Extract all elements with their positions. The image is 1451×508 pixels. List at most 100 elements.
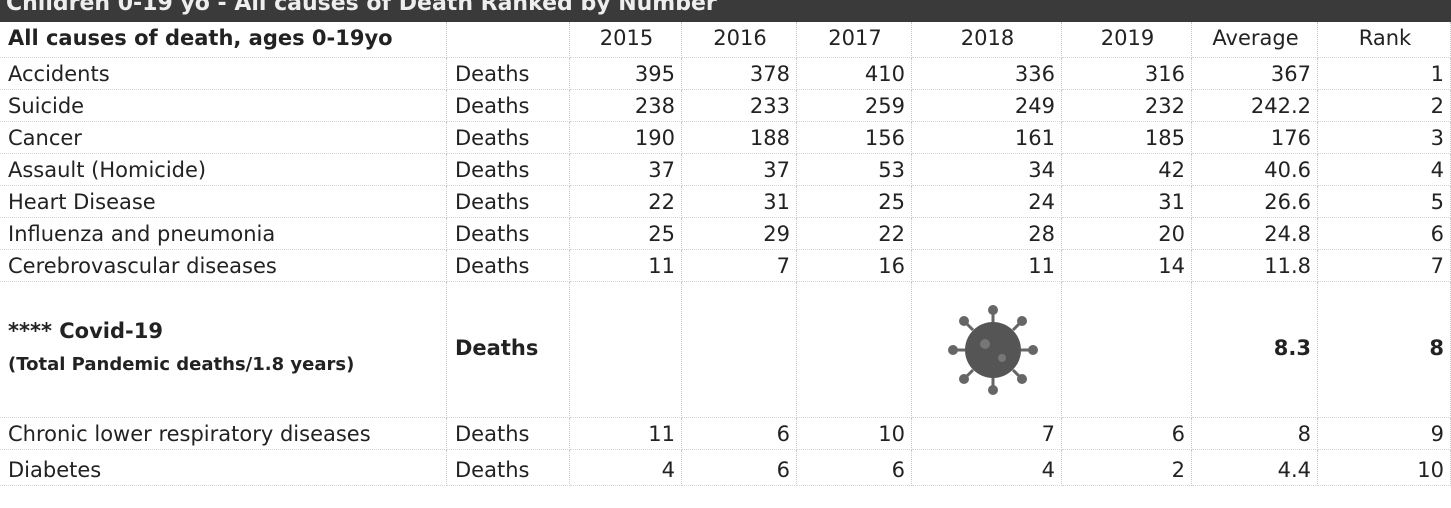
average-cell: 24.8 xyxy=(1192,218,1318,250)
value-cell: 11 xyxy=(570,250,682,282)
value-cell: 7 xyxy=(682,250,797,282)
value-cell: 4 xyxy=(912,450,1062,486)
value-cell: 25 xyxy=(570,218,682,250)
row-unit: Deaths xyxy=(447,58,570,90)
row-unit: Deaths xyxy=(447,250,570,282)
value-cell xyxy=(912,282,1062,418)
average-cell: 8.3 xyxy=(1192,282,1318,418)
row-unit: Deaths xyxy=(447,90,570,122)
rank-cell: 4 xyxy=(1318,154,1451,186)
rank-cell: 10 xyxy=(1318,450,1451,486)
header-column: Average xyxy=(1192,22,1318,58)
value-cell: 249 xyxy=(912,90,1062,122)
value-cell: 6 xyxy=(797,450,912,486)
average-cell: 176 xyxy=(1192,122,1318,154)
average-cell: 242.2 xyxy=(1192,90,1318,122)
value-cell: 188 xyxy=(682,122,797,154)
rank-cell: 7 xyxy=(1318,250,1451,282)
value-cell: 11 xyxy=(912,250,1062,282)
row-unit: Deaths xyxy=(447,450,570,486)
value-cell: 29 xyxy=(682,218,797,250)
value-cell: 6 xyxy=(1062,418,1192,450)
rank-cell: 2 xyxy=(1318,90,1451,122)
value-cell: 6 xyxy=(682,450,797,486)
value-cell: 259 xyxy=(797,90,912,122)
table-title: Children 0-19 yo - All causes of Death R… xyxy=(0,0,1451,22)
row-label-line: Suicide xyxy=(8,94,85,118)
header-column: Rank xyxy=(1318,22,1451,58)
value-cell: 190 xyxy=(570,122,682,154)
rank-cell: 5 xyxy=(1318,186,1451,218)
value-cell: 161 xyxy=(912,122,1062,154)
value-cell: 233 xyxy=(682,90,797,122)
header-empty xyxy=(447,22,570,58)
row-label: Heart Disease xyxy=(0,186,447,218)
value-cell: 6 xyxy=(682,418,797,450)
header-column: 2019 xyxy=(1062,22,1192,58)
average-cell: 4.4 xyxy=(1192,450,1318,486)
value-cell: 42 xyxy=(1062,154,1192,186)
value-cell xyxy=(797,282,912,418)
value-cell: 336 xyxy=(912,58,1062,90)
value-cell xyxy=(570,282,682,418)
value-cell: 31 xyxy=(682,186,797,218)
header-column: 2016 xyxy=(682,22,797,58)
value-cell: 53 xyxy=(797,154,912,186)
value-cell xyxy=(682,282,797,418)
row-label: **** Covid-19 (Total Pandemic deaths/1.8 … xyxy=(0,282,447,418)
row-label: Influenza and pneumonia xyxy=(0,218,447,250)
row-label: Cancer xyxy=(0,122,447,154)
row-label-line: Accidents xyxy=(8,62,110,86)
value-cell: 22 xyxy=(797,218,912,250)
average-cell: 367 xyxy=(1192,58,1318,90)
rank-cell: 8 xyxy=(1318,282,1451,418)
header-column: 2017 xyxy=(797,22,912,58)
value-cell: 185 xyxy=(1062,122,1192,154)
value-cell: 25 xyxy=(797,186,912,218)
rank-cell: 3 xyxy=(1318,122,1451,154)
header-column: 2015 xyxy=(570,22,682,58)
row-unit: Deaths xyxy=(447,122,570,154)
value-cell: 410 xyxy=(797,58,912,90)
value-cell: 232 xyxy=(1062,90,1192,122)
value-cell: 20 xyxy=(1062,218,1192,250)
row-label-line: Heart Disease xyxy=(8,190,156,214)
row-unit: Deaths xyxy=(447,218,570,250)
virus-icon xyxy=(948,305,1038,395)
row-label-line: Diabetes xyxy=(8,458,102,482)
rank-cell: 9 xyxy=(1318,418,1451,450)
row-label-line: Cerebrovascular diseases xyxy=(8,254,277,278)
row-label-line: Cancer xyxy=(8,126,82,150)
value-cell: 238 xyxy=(570,90,682,122)
row-label: Diabetes xyxy=(0,450,447,486)
value-cell: 2 xyxy=(1062,450,1192,486)
row-label-line: Assault (Homicide) xyxy=(8,158,207,182)
value-cell: 4 xyxy=(570,450,682,486)
header-label: All causes of death, ages 0-19yo xyxy=(0,22,447,58)
rank-cell: 1 xyxy=(1318,58,1451,90)
value-cell: 10 xyxy=(797,418,912,450)
row-label-line: Influenza and pneumonia xyxy=(8,222,276,246)
row-unit: Deaths xyxy=(447,418,570,450)
header-column: 2018 xyxy=(912,22,1062,58)
value-cell: 24 xyxy=(912,186,1062,218)
row-label-line: **** Covid-19 xyxy=(8,319,163,343)
value-cell: 28 xyxy=(912,218,1062,250)
row-unit: Deaths xyxy=(447,154,570,186)
rank-cell: 6 xyxy=(1318,218,1451,250)
value-cell: 22 xyxy=(570,186,682,218)
row-label-line: (Total Pandemic deaths/1.8 years) xyxy=(8,354,355,375)
value-cell: 16 xyxy=(797,250,912,282)
value-cell: 37 xyxy=(682,154,797,186)
value-cell: 316 xyxy=(1062,58,1192,90)
row-label: Chronic lower respiratory diseases xyxy=(0,418,447,450)
row-label: Accidents xyxy=(0,58,447,90)
value-cell xyxy=(1062,282,1192,418)
row-label: Assault (Homicide) xyxy=(0,154,447,186)
value-cell: 11 xyxy=(570,418,682,450)
value-cell: 37 xyxy=(570,154,682,186)
average-cell: 8 xyxy=(1192,418,1318,450)
average-cell: 40.6 xyxy=(1192,154,1318,186)
row-unit: Deaths xyxy=(447,186,570,218)
